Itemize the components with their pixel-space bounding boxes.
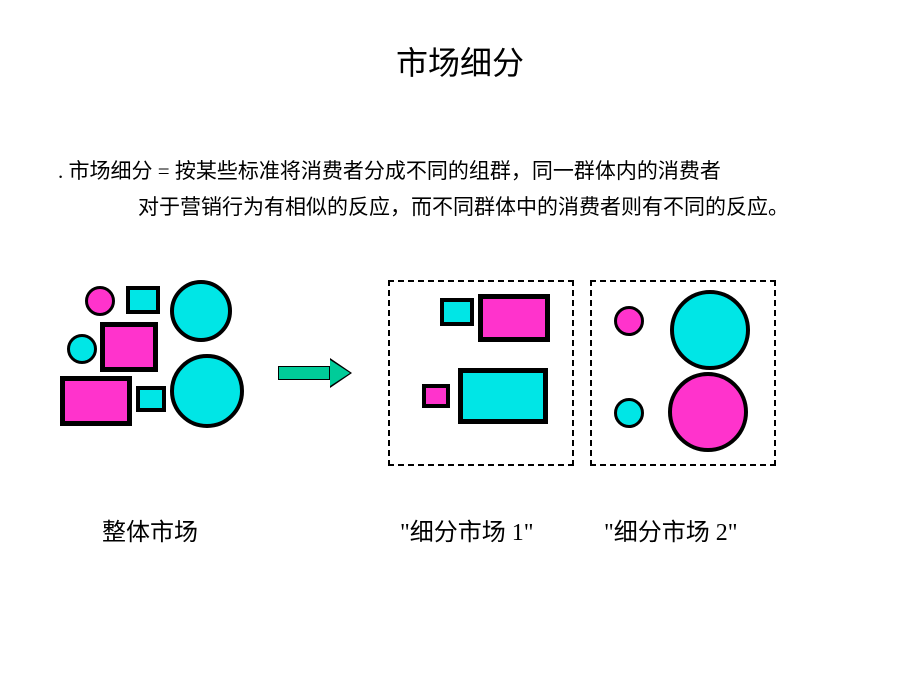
circle-shape [614,306,644,336]
square-shape [60,376,132,426]
square-shape [478,294,550,342]
segment-1-label: "细分市场 1" [400,512,534,547]
circle-shape [170,354,244,428]
circle-shape [670,290,750,370]
definition-line-1: . 市场细分 = 按某些标准将消费者分成不同的组群，同一群体内的消费者 [58,154,880,190]
square-shape [126,286,160,314]
diagram-area [0,280,920,500]
square-shape [458,368,548,424]
square-shape [440,298,474,326]
slide-title: 市场细分 [0,38,920,84]
whole-market-label: 整体市场 [102,512,198,547]
definition-line-2: 对于营销行为有相似的反应，而不同群体中的消费者则有不同的反应。 [58,190,880,226]
arrow-icon [278,358,352,388]
definition-text: . 市场细分 = 按某些标准将消费者分成不同的组群，同一群体内的消费者 对于营销… [58,154,880,225]
circle-shape [85,286,115,316]
circle-shape [668,372,748,452]
circle-shape [614,398,644,428]
square-shape [100,322,158,372]
circle-shape [170,280,232,342]
square-shape [136,386,166,412]
segment-2-label: "细分市场 2" [604,512,738,547]
circle-shape [67,334,97,364]
square-shape [422,384,450,408]
